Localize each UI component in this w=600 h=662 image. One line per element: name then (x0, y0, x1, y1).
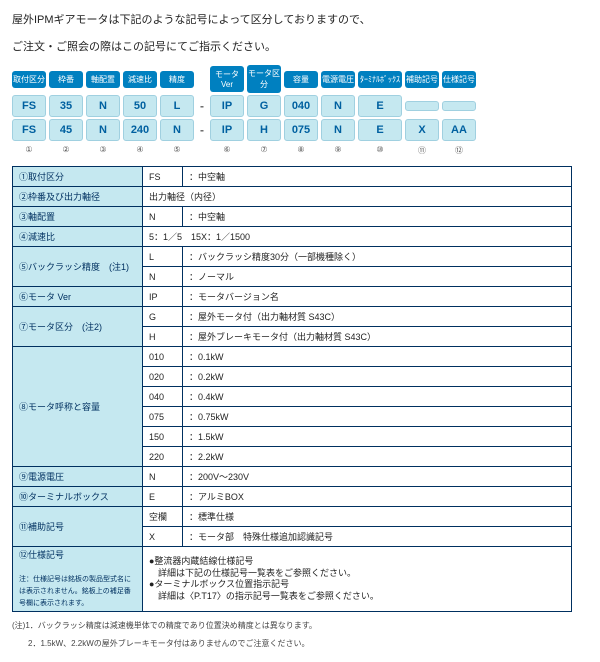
v1-4: L (160, 95, 194, 117)
hdr-7: 容量 (284, 71, 318, 88)
hdr-1: 枠番 (49, 71, 83, 88)
v2-0: FS (12, 119, 46, 141)
v2-4: N (160, 119, 194, 141)
r12-label: ⑫仕様記号注：仕様記号は銘板の製品型式名には表示されません。銘板上の補足番号欄に… (13, 547, 143, 612)
v1-6: G (247, 95, 281, 117)
v2-7: 075 (284, 119, 318, 141)
v1-3: 50 (123, 95, 157, 117)
intro-line1: 屋外IPMギアモータは下記のような記号によって区分しておりますので、 (12, 12, 588, 29)
v1-2: N (86, 95, 120, 117)
v2-11: AA (442, 119, 476, 141)
hdr-8: 電源電圧 (321, 71, 355, 88)
hdr-11: 仕様記号 (442, 71, 476, 88)
hdr-5: モータVer (210, 66, 244, 92)
hdr-6: モータ区分 (247, 65, 281, 93)
v1-8: N (321, 95, 355, 117)
v2-10: X (405, 119, 439, 141)
v2-8: N (321, 119, 355, 141)
v2-3: 240 (123, 119, 157, 141)
circle-row: ① ② ③ ④ ⑤ ⑥ ⑦ ⑧ ⑨ ⑩ ⑪ ⑫ (12, 145, 588, 156)
v2-9: E (358, 119, 402, 141)
v1-9: E (358, 95, 402, 117)
v1-10 (405, 101, 439, 111)
v1-1: 35 (49, 95, 83, 117)
r1-l: ①取付区分 (13, 167, 143, 187)
footnote-1: (注)1．バックラッシ精度は減速機単体での精度であり位置決め精度とは異なります。 (12, 620, 588, 632)
intro-line2: ご注文・ご照会の際はこの記号にてご指示ください。 (12, 39, 588, 56)
v1-11 (442, 101, 476, 111)
hdr-9: ﾀｰﾐﾅﾙﾎﾞｯｸｽ (358, 71, 402, 88)
v2-6: H (247, 119, 281, 141)
hdr-3: 減速比 (123, 71, 157, 88)
code-grid: 取付区分 枠番 軸配置 減速比 精度 モータVer モータ区分 容量 電源電圧 … (12, 65, 588, 141)
v1-7: 040 (284, 95, 318, 117)
v1-5: IP (210, 95, 244, 117)
header-row: 取付区分 枠番 軸配置 減速比 精度 モータVer モータ区分 容量 電源電圧 … (12, 65, 588, 93)
hdr-0: 取付区分 (12, 71, 46, 88)
v2-1: 45 (49, 119, 83, 141)
value-row-1: FS 35 N 50 L - IP G 040 N E (12, 95, 588, 117)
v1-0: FS (12, 95, 46, 117)
hdr-4: 精度 (160, 71, 194, 88)
r12-desc: ●整流器内蔵結線仕様記号 詳細は下記の仕様記号一覧表をご参照ください。●ターミナ… (143, 547, 572, 612)
v2-5: IP (210, 119, 244, 141)
hdr-10: 補助記号 (405, 71, 439, 88)
hdr-2: 軸配置 (86, 71, 120, 88)
v2-2: N (86, 119, 120, 141)
spec-table: ①取付区分FS：中空軸 ②枠番及び出力軸径出力軸径（内径） ③軸配置N：中空軸 … (12, 166, 572, 612)
value-row-2: FS 45 N 240 N - IP H 075 N E X AA (12, 119, 588, 141)
footnote-2: 2．1.5kW、2.2kWの屋外ブレーキモータ付はありませんのでご注意ください。 (12, 638, 588, 650)
